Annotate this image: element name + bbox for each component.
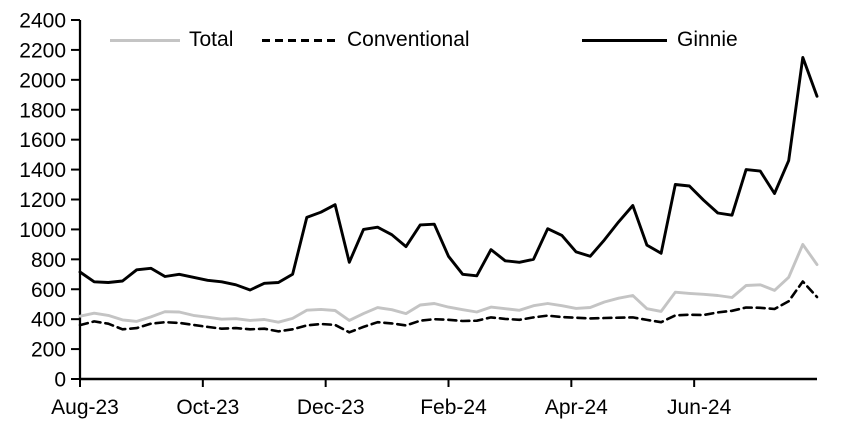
legend-label-total: Total [189, 28, 234, 51]
x-tick-label: Aug-23 [51, 396, 119, 419]
total-line [78, 242, 819, 324]
y-tick-label: 400 [31, 309, 66, 332]
conventional-line-swatch [262, 38, 338, 42]
y-tick-label: 2400 [19, 10, 66, 33]
x-tick-label: Dec-23 [297, 396, 365, 419]
x-tick-label: Feb-24 [420, 396, 487, 419]
y-tick-label: 800 [31, 249, 66, 272]
ginnie-line-swatch [582, 38, 667, 42]
y-tick-label: 1800 [19, 99, 66, 122]
legend-label-ginnie: Ginnie [677, 28, 738, 51]
y-tick-label: 1600 [19, 129, 66, 152]
legend-item-total: Total [110, 29, 233, 51]
conventional-line [78, 280, 819, 334]
y-tick-label: 1000 [19, 219, 66, 242]
legend-item-ginnie: Ginnie [582, 29, 738, 51]
total-line-swatch [110, 38, 180, 42]
y-tick-label: 2000 [19, 69, 66, 92]
y-tick-label: 200 [31, 339, 66, 362]
x-tick-label: Apr-24 [545, 396, 608, 419]
legend-item-conventional: Conventional [262, 29, 470, 51]
y-tick-label: 2200 [19, 39, 66, 62]
y-tick-label: 0 [54, 369, 66, 392]
ginnie-line [78, 55, 819, 292]
x-tick-label: Jun-24 [667, 396, 732, 419]
legend-label-conventional: Conventional [347, 28, 470, 51]
y-tick-label: 1400 [19, 159, 66, 182]
x-tick-label: Oct-23 [176, 396, 239, 419]
y-tick-label: 600 [31, 279, 66, 302]
y-tick-label: 1200 [19, 189, 66, 212]
